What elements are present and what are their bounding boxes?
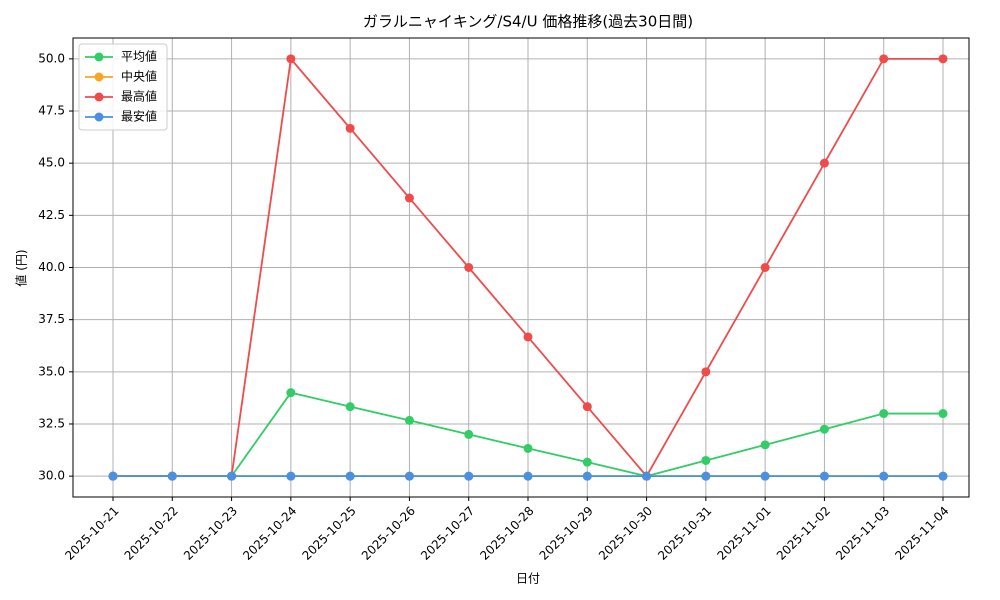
point	[404, 193, 414, 203]
x-tick-label: 2025-10-27	[418, 504, 477, 563]
point	[464, 471, 474, 481]
point	[523, 443, 533, 453]
point	[938, 54, 948, 64]
point	[760, 263, 770, 272]
chart-title: ガラルニャイキング/S4/U 価格推移(過去30日間)	[363, 13, 693, 31]
y-tick-label: 50.0	[38, 51, 65, 65]
point	[819, 158, 829, 168]
x-tick-label: 2025-11-02	[774, 504, 833, 563]
y-tick-label: 42.5	[38, 208, 65, 222]
y-tick-label: 47.5	[38, 104, 65, 118]
x-tick-label: 2025-11-04	[892, 504, 951, 563]
legend-label: 最高値	[121, 89, 157, 104]
legend-box	[78, 43, 168, 131]
legend-label: 平均値	[121, 49, 157, 64]
x-tick-label: 2025-10-26	[359, 504, 418, 563]
y-axis-label: 値 (円)	[14, 249, 29, 286]
plot-frame	[72, 37, 970, 498]
x-axis-label: 日付	[516, 572, 540, 586]
point	[108, 471, 118, 481]
point	[464, 429, 474, 439]
y-tick-label: 32.5	[38, 416, 65, 430]
x-tick-label: 2025-10-28	[477, 504, 536, 563]
point	[819, 471, 829, 481]
point	[345, 123, 355, 133]
point	[701, 455, 711, 465]
x-tick-label: 2025-10-25	[300, 504, 359, 563]
point	[286, 471, 296, 481]
point	[286, 388, 296, 398]
point	[879, 471, 889, 481]
point	[464, 263, 474, 272]
point	[701, 367, 711, 377]
y-tick-label: 30.0	[38, 469, 65, 483]
point	[879, 54, 889, 64]
legend-marker	[94, 72, 104, 82]
point	[582, 471, 592, 481]
y-tick-label: 37.5	[38, 312, 65, 326]
x-tick-label: 2025-10-29	[537, 504, 596, 563]
x-tick-label: 2025-11-01	[715, 504, 774, 563]
point	[819, 424, 829, 434]
point	[167, 471, 177, 481]
point	[404, 471, 414, 481]
point	[523, 471, 533, 481]
x-tick-label: 2025-10-23	[181, 504, 240, 563]
point	[701, 471, 711, 481]
point	[345, 471, 355, 481]
point	[760, 471, 770, 481]
point	[938, 409, 948, 419]
point	[523, 332, 533, 342]
point	[938, 471, 948, 481]
x-tick-label: 2025-10-24	[240, 504, 299, 563]
point	[582, 402, 592, 412]
legend-marker	[94, 92, 104, 102]
legend-marker	[94, 112, 104, 122]
x-tick-label: 2025-10-22	[122, 504, 181, 563]
y-tick-label: 40.0	[38, 260, 65, 274]
y-tick-label: 35.0	[38, 364, 65, 378]
legend-label: 最安値	[121, 109, 157, 124]
legend-marker	[94, 52, 104, 62]
point	[642, 471, 652, 481]
legend-label: 中央値	[121, 69, 157, 84]
point	[227, 471, 237, 481]
x-tick-label: 2025-11-03	[833, 504, 892, 563]
x-tick-label: 2025-10-30	[596, 504, 655, 563]
point	[879, 409, 889, 419]
point	[345, 402, 355, 412]
point	[286, 54, 296, 64]
point	[760, 440, 770, 450]
x-tick-label: 2025-10-21	[62, 504, 121, 563]
x-tick-label: 2025-10-31	[655, 504, 714, 563]
y-tick-label: 45.0	[38, 156, 65, 170]
point	[404, 415, 414, 425]
point	[582, 457, 592, 467]
